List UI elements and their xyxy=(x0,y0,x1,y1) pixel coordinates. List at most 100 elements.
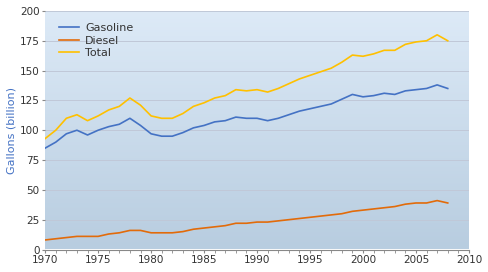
Total xyxy=(306,74,312,77)
Diesel xyxy=(53,237,59,240)
Diesel xyxy=(275,219,281,222)
Gasoline xyxy=(137,124,143,127)
Diesel xyxy=(306,216,312,219)
Diesel xyxy=(412,201,418,205)
Diesel xyxy=(95,235,101,238)
Gasoline xyxy=(232,116,238,119)
Diesel xyxy=(254,220,260,224)
Diesel xyxy=(105,232,111,236)
Total xyxy=(105,108,111,112)
Diesel xyxy=(180,230,185,233)
Diesel xyxy=(296,217,302,220)
Gasoline xyxy=(370,94,376,97)
Total xyxy=(359,55,365,58)
Total xyxy=(127,96,133,100)
Gasoline xyxy=(359,95,365,98)
Gasoline xyxy=(412,88,418,91)
Total xyxy=(148,114,154,118)
Y-axis label: Gallons (billion): Gallons (billion) xyxy=(7,87,17,174)
Gasoline xyxy=(63,132,69,135)
Total xyxy=(275,87,281,90)
Line: Total: Total xyxy=(45,35,447,138)
Diesel xyxy=(243,222,249,225)
Diesel xyxy=(285,218,291,221)
Legend: Gasoline, Diesel, Total: Gasoline, Diesel, Total xyxy=(55,19,137,62)
Total xyxy=(74,113,80,116)
Total xyxy=(349,53,355,57)
Gasoline xyxy=(159,135,164,138)
Total xyxy=(338,61,344,64)
Diesel xyxy=(391,205,397,208)
Total xyxy=(116,105,122,108)
Gasoline xyxy=(317,105,323,108)
Diesel xyxy=(349,210,355,213)
Gasoline xyxy=(127,117,133,120)
Gasoline xyxy=(296,110,302,113)
Diesel xyxy=(63,236,69,239)
Total xyxy=(63,117,69,120)
Gasoline xyxy=(190,126,196,129)
Diesel xyxy=(84,235,90,238)
Diesel xyxy=(169,231,175,234)
Diesel xyxy=(190,228,196,231)
Gasoline xyxy=(201,124,206,127)
Diesel xyxy=(370,207,376,211)
Total xyxy=(370,52,376,55)
Diesel xyxy=(402,203,407,206)
Gasoline xyxy=(53,141,59,144)
Diesel xyxy=(317,214,323,218)
Gasoline xyxy=(116,123,122,126)
Gasoline xyxy=(180,131,185,134)
Total xyxy=(402,43,407,46)
Diesel xyxy=(423,201,428,205)
Total xyxy=(159,117,164,120)
Gasoline xyxy=(444,87,450,90)
Diesel xyxy=(327,213,333,217)
Diesel xyxy=(444,201,450,205)
Gasoline xyxy=(74,129,80,132)
Gasoline xyxy=(84,133,90,137)
Gasoline xyxy=(169,135,175,138)
Total xyxy=(285,82,291,85)
Total xyxy=(211,96,217,100)
Diesel xyxy=(137,229,143,232)
Total xyxy=(317,70,323,73)
Line: Diesel: Diesel xyxy=(45,200,447,240)
Diesel xyxy=(74,235,80,238)
Gasoline xyxy=(275,117,281,120)
Diesel xyxy=(127,229,133,232)
Total xyxy=(180,112,185,115)
Gasoline xyxy=(338,98,344,101)
Gasoline xyxy=(243,117,249,120)
Diesel xyxy=(201,226,206,230)
Gasoline xyxy=(264,119,270,122)
Diesel xyxy=(116,231,122,234)
Gasoline xyxy=(381,92,386,95)
Total xyxy=(412,40,418,44)
Diesel xyxy=(211,225,217,228)
Diesel xyxy=(232,222,238,225)
Gasoline xyxy=(148,132,154,135)
Gasoline xyxy=(222,119,228,122)
Total xyxy=(243,89,249,92)
Diesel xyxy=(222,224,228,227)
Line: Gasoline: Gasoline xyxy=(45,85,447,148)
Total xyxy=(264,90,270,94)
Gasoline xyxy=(211,120,217,123)
Diesel xyxy=(359,209,365,212)
Total xyxy=(296,77,302,81)
Gasoline xyxy=(95,129,101,132)
Diesel xyxy=(338,212,344,215)
Total xyxy=(84,119,90,122)
Total xyxy=(232,88,238,91)
Diesel xyxy=(159,231,164,234)
Gasoline xyxy=(402,89,407,92)
Total xyxy=(391,49,397,52)
Total xyxy=(222,94,228,97)
Total xyxy=(137,104,143,107)
Gasoline xyxy=(423,87,428,90)
Total xyxy=(381,49,386,52)
Diesel xyxy=(433,199,439,202)
Gasoline xyxy=(433,83,439,86)
Gasoline xyxy=(254,117,260,120)
